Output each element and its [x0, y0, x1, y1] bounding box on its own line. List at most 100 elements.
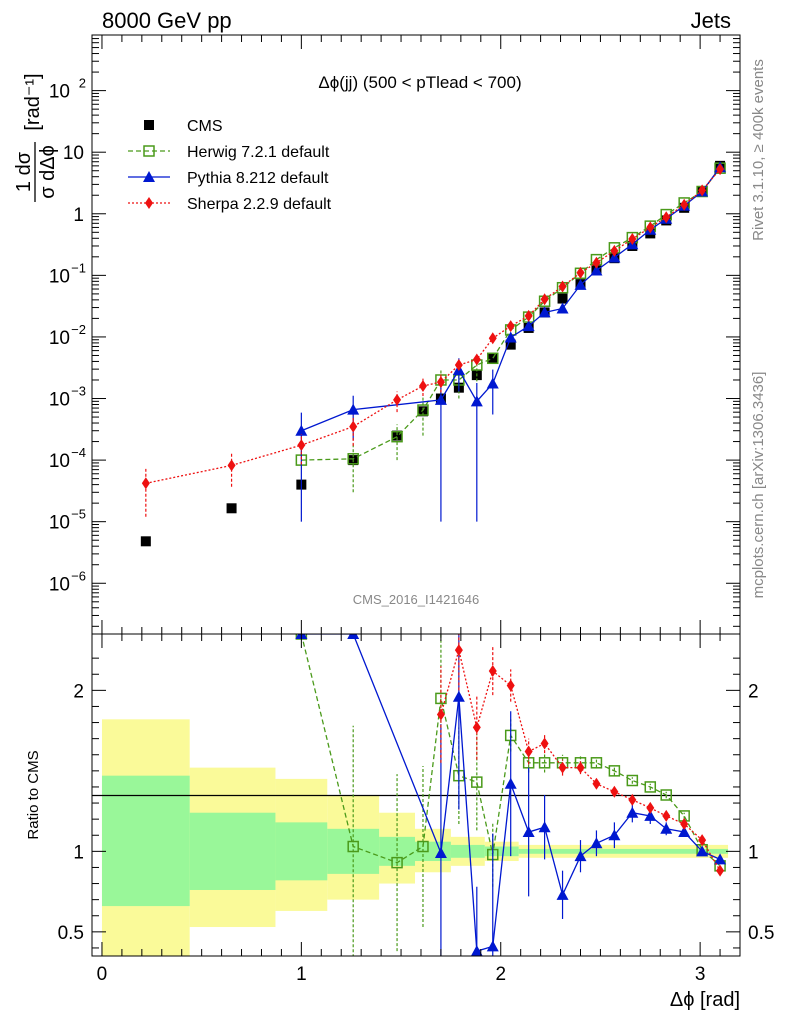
ratio-sherpa-point [628, 793, 637, 806]
ratio-band-inner [484, 846, 519, 857]
ratio-sherpa-point [524, 745, 533, 758]
ratio-sherpa-point [646, 801, 655, 814]
ratio-pythia-point [522, 826, 535, 838]
legend-label-cms: CMS [187, 118, 223, 135]
ratio-sherpa-point [716, 864, 725, 877]
legend-label-sherpa: Sherpa 2.2.9 default [187, 196, 332, 213]
analysis-watermark: CMS_2016_I1421646 [353, 592, 480, 607]
top-sherpa-point [227, 459, 236, 472]
top-sherpa-point [436, 376, 445, 389]
ratio-ytick-label-right: 0.5 [748, 923, 774, 944]
ratio-herwig-point [660, 789, 672, 801]
top-sherpa-point [576, 266, 585, 279]
xtick-label: 2 [495, 964, 506, 985]
ratio-herwig-point [417, 840, 429, 853]
ratio-herwig-point [391, 856, 403, 869]
top-cms-point [417, 406, 428, 417]
ratio-sherpa-line [440, 649, 721, 871]
top-sherpa-point [698, 184, 707, 197]
legend: CMS Herwig 7.2.1 default Pythia 8.212 defa… [128, 118, 332, 213]
ratio-band-inner [379, 836, 416, 866]
top-sherpa-point [558, 280, 567, 293]
top-ytick-label: 10 [63, 143, 84, 164]
ylabel-unit: [rad⁻¹] [22, 73, 44, 130]
top-cms-point [226, 503, 237, 514]
top-cms-point [392, 430, 403, 441]
ratio-herwig-point [608, 765, 621, 777]
ratio-sherpa-point [506, 679, 515, 692]
top-ytick-exponent: −1 [71, 260, 86, 275]
ratio-ytick-label-right: 1 [748, 842, 759, 863]
ratio-sherpa-point [698, 834, 707, 847]
ratio-pythia-point [660, 822, 673, 834]
xaxis-label: Δϕ [rad] [670, 989, 740, 1011]
header-jets-label: Jets [691, 8, 731, 33]
top-pythia-point [347, 403, 360, 415]
top-sherpa-point [628, 232, 637, 245]
legend-marker-pythia [143, 171, 155, 182]
ratio-bands [101, 719, 729, 956]
top-pythia-point [295, 424, 308, 436]
top-ytick-label: 10 [49, 390, 70, 411]
top-pythia-line [301, 166, 721, 432]
top-ytick-label: 10 [49, 328, 70, 349]
top-sherpa-point [646, 221, 655, 234]
top-ytick-label: 10 [49, 574, 70, 595]
top-sherpa-point [716, 163, 725, 176]
top-sherpa-point [454, 359, 463, 372]
ratio-band-inner [518, 848, 729, 854]
top-herwig-point [391, 430, 403, 443]
ratio-band-inner [101, 775, 190, 907]
ratio-herwig-point [471, 776, 483, 788]
top-sherpa-point [506, 320, 515, 333]
ratio-band-inner [275, 822, 328, 881]
top-sherpa-point [610, 244, 619, 257]
top-ytick-exponent: −6 [71, 568, 86, 583]
top-sherpa-point [680, 198, 689, 211]
ratio-ytick-label-right: 2 [748, 681, 759, 702]
ratio-pythia-point [470, 945, 483, 956]
legend-label-pythia: Pythia 8.212 default [187, 170, 329, 187]
top-sherpa-point [393, 393, 402, 406]
ratio-herwig-point [626, 774, 639, 787]
top-ytick-exponent: −4 [71, 445, 86, 460]
ratio-sherpa-point [472, 721, 481, 734]
ratio-pythia-point [538, 821, 551, 833]
ratio-sherpa-point [662, 809, 671, 822]
ratio-sherpa-point [592, 777, 601, 790]
top-ytick-label: 10 [49, 82, 70, 103]
top-pythia-point [608, 251, 621, 263]
ylabel-numerator: 1 dσ [13, 151, 35, 192]
ratio-pythia-point [434, 846, 447, 858]
top-series-layer [140, 160, 727, 547]
ratio-pythia-point [626, 806, 639, 818]
top-pythia-point [504, 331, 517, 343]
ratio-pythia-point [608, 829, 621, 841]
ratio-ytick-label: 2 [73, 681, 84, 702]
top-ytick-exponent: 2 [79, 76, 86, 91]
ratio-sherpa-point [610, 785, 619, 798]
ratio-pythia-point [504, 777, 517, 789]
top-ytick-label: 1 [73, 205, 84, 226]
top-sherpa-point [297, 439, 306, 452]
top-cms-point [505, 339, 516, 350]
top-cms-point [487, 353, 498, 364]
xtick-label: 1 [296, 964, 307, 985]
ratio-herwig-point [347, 840, 359, 853]
ratio-ylabel: Ratio to CMS [25, 750, 42, 839]
ratio-pythia-point [714, 853, 727, 865]
top-ytick-exponent: −3 [71, 384, 86, 399]
top-pythia-point [486, 377, 499, 389]
top-cms-point [557, 293, 568, 304]
ratio-pythia-point [574, 850, 587, 862]
top-pythia-point [522, 320, 535, 332]
plot-title: Δϕ(jj) (500 < pTlead < 700) [318, 73, 521, 92]
top-herwig-point [347, 453, 359, 465]
ratio-herwig-point [590, 757, 603, 769]
xtick-label: 3 [695, 964, 706, 985]
top-sherpa-line [145, 168, 721, 484]
legend-marker-herwig [143, 145, 155, 157]
top-sherpa-point [472, 353, 481, 366]
top-ytick-label: 10 [49, 451, 70, 472]
